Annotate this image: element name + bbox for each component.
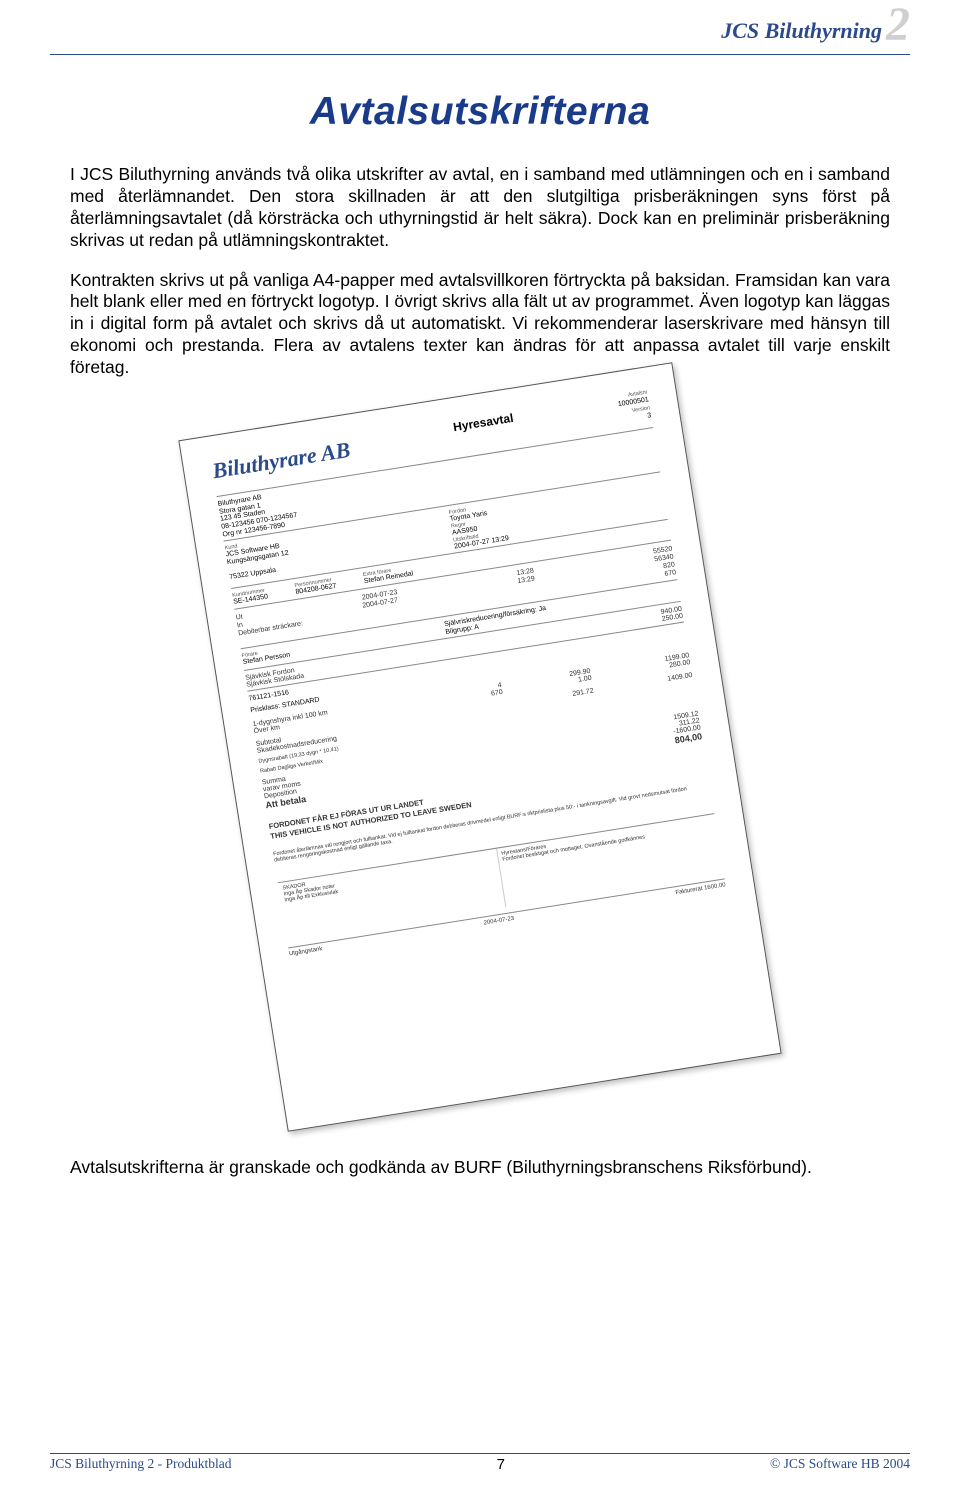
contract-numbers: Avtalsnr 10000501 Version 3 [616, 389, 652, 425]
paragraph-1: I JCS Biluthyrning används två olika uts… [70, 164, 890, 252]
page: JCS Biluthyrning 2 Avtalsutskrifterna I … [0, 0, 960, 1497]
footer: JCS Biluthyrning 2 - Produktblad 7 © JCS… [50, 1453, 910, 1473]
contract-illustration: Biluthyrare AB Hyresavtal Avtalsnr 10000… [70, 397, 890, 1097]
footer-left: JCS Biluthyrning 2 - Produktblad [50, 1456, 232, 1473]
header-logo: JCS Biluthyrning 2 [721, 12, 910, 50]
footer-right: © JCS Software HB 2004 [770, 1456, 910, 1473]
footer-page: 7 [497, 1456, 505, 1473]
logo-numeral: 2 [886, 6, 910, 44]
paragraph-2: Kontrakten skrivs ut på vanliga A4-pappe… [70, 270, 890, 379]
contract-title: Hyresavtal [452, 411, 514, 434]
footnote: Avtalsutskrifterna är granskade och godk… [70, 1157, 890, 1178]
contract-sheet: Biluthyrare AB Hyresavtal Avtalsnr 10000… [178, 362, 781, 1132]
header-rule [50, 54, 910, 55]
logo-text: JCS Biluthyrning [721, 18, 882, 44]
footer-rule [50, 1453, 910, 1454]
page-title: Avtalsutskrifterna [70, 90, 890, 134]
